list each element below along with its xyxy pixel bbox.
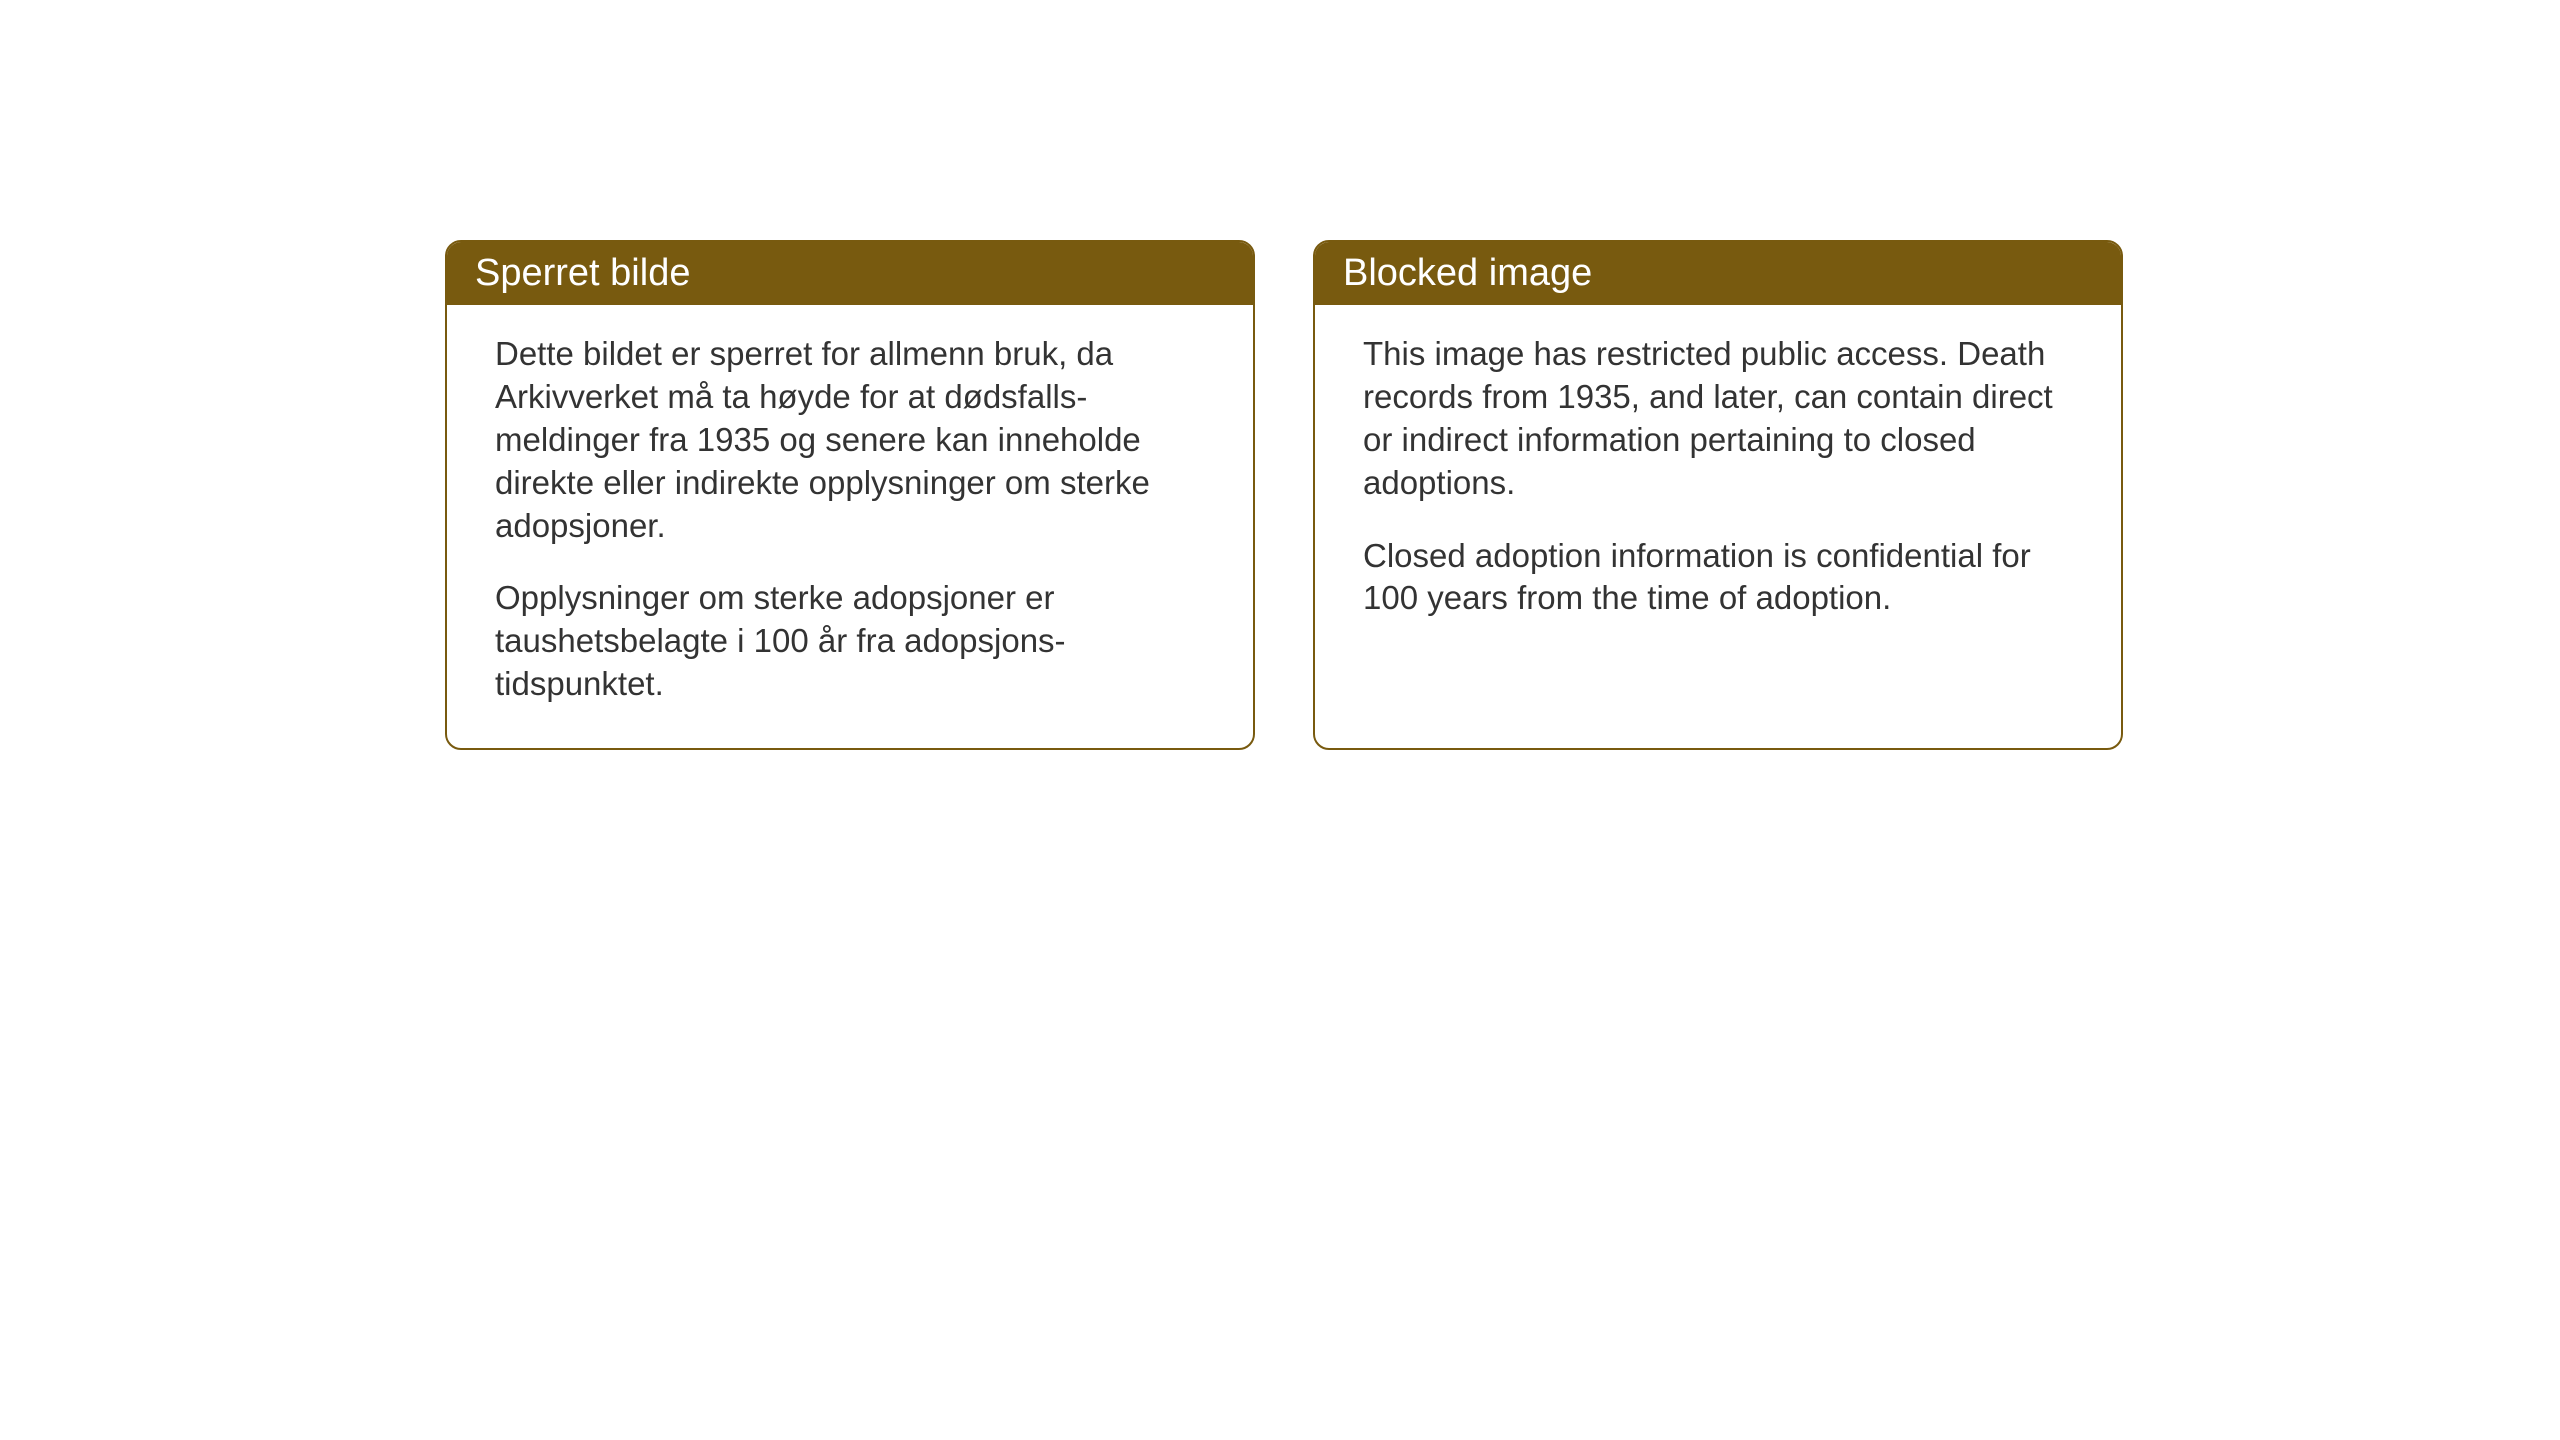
card-body-norwegian: Dette bildet er sperret for allmenn bruk…	[447, 305, 1253, 742]
cards-container: Sperret bilde Dette bildet er sperret fo…	[445, 240, 2123, 750]
card-norwegian: Sperret bilde Dette bildet er sperret fo…	[445, 240, 1255, 750]
card-header-norwegian: Sperret bilde	[447, 242, 1253, 305]
card-paragraph-1-norwegian: Dette bildet er sperret for allmenn bruk…	[495, 333, 1205, 547]
card-paragraph-2-english: Closed adoption information is confident…	[1363, 535, 2073, 621]
card-english: Blocked image This image has restricted …	[1313, 240, 2123, 750]
card-body-english: This image has restricted public access.…	[1315, 305, 2121, 656]
card-header-english: Blocked image	[1315, 242, 2121, 305]
card-paragraph-2-norwegian: Opplysninger om sterke adopsjoner er tau…	[495, 577, 1205, 706]
card-paragraph-1-english: This image has restricted public access.…	[1363, 333, 2073, 505]
